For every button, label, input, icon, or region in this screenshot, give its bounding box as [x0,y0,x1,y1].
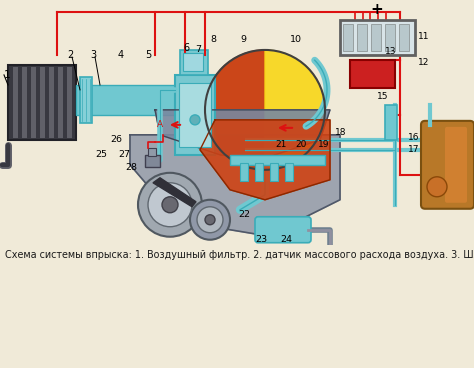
Bar [340,20,415,55]
Text: 20: 20 [295,140,306,149]
Bar [230,155,325,165]
Bar [255,163,263,181]
Text: 1: 1 [4,70,10,80]
Circle shape [190,200,230,240]
Text: A: A [157,120,163,130]
Bar [148,148,156,156]
Bar [13,67,18,138]
Polygon shape [155,110,330,160]
Bar [80,77,92,123]
Bar [179,83,211,147]
Bar [8,65,76,140]
Bar [67,67,72,138]
Text: 19: 19 [318,140,329,149]
Bar [371,24,381,51]
Bar [49,67,54,138]
Bar [180,50,208,75]
Text: 13: 13 [385,47,396,56]
Bar [31,67,36,138]
Text: 16: 16 [408,133,419,142]
Text: 22: 22 [238,210,250,219]
Polygon shape [200,120,330,200]
Bar [285,163,293,181]
Text: 4: 4 [118,50,124,60]
Text: 11: 11 [418,32,429,42]
Text: 24: 24 [280,235,292,244]
Circle shape [427,177,447,197]
Text: 14: 14 [473,160,474,169]
Text: 5: 5 [145,50,151,60]
Text: 21: 21 [275,140,286,149]
Text: 3: 3 [90,50,96,60]
Bar [350,60,395,88]
Polygon shape [205,50,265,170]
Text: 10: 10 [290,35,302,45]
Text: 2: 2 [67,50,73,60]
Bar [385,24,395,51]
FancyBboxPatch shape [421,121,474,209]
FancyBboxPatch shape [255,217,311,243]
Circle shape [162,197,178,213]
Bar [399,24,409,51]
Bar [145,155,160,167]
Bar [183,53,203,71]
Circle shape [138,173,202,237]
Text: 27: 27 [118,150,130,159]
Bar [240,163,248,181]
Bar [175,75,215,155]
Circle shape [197,207,223,233]
Circle shape [190,115,200,125]
Text: +: + [371,3,383,18]
Text: 12: 12 [418,59,429,67]
Text: Схема системы впрыска: 1. Воздушный фильтр. 2. датчик массового расхода воздуха.: Схема системы впрыска: 1. Воздушный филь… [5,250,474,260]
Circle shape [205,215,215,225]
Bar [22,67,27,138]
Text: 25: 25 [95,150,107,159]
Bar [40,67,45,138]
Bar [76,85,206,115]
Circle shape [148,183,192,227]
Text: 28: 28 [125,163,137,172]
Bar [343,24,353,51]
Text: 6: 6 [183,43,189,53]
Text: 23: 23 [255,235,267,244]
Polygon shape [153,178,196,207]
Bar [270,163,278,181]
Polygon shape [130,135,340,235]
Bar [58,67,63,138]
Text: 18: 18 [335,128,346,137]
Text: 7: 7 [195,45,201,54]
Text: 17: 17 [408,145,419,154]
Text: 15: 15 [377,92,389,102]
Text: 8: 8 [210,35,216,45]
Bar [357,24,367,51]
FancyBboxPatch shape [445,127,467,203]
Polygon shape [265,50,325,170]
Text: 26: 26 [110,135,122,144]
Bar [385,105,397,140]
Text: 9: 9 [240,35,246,45]
